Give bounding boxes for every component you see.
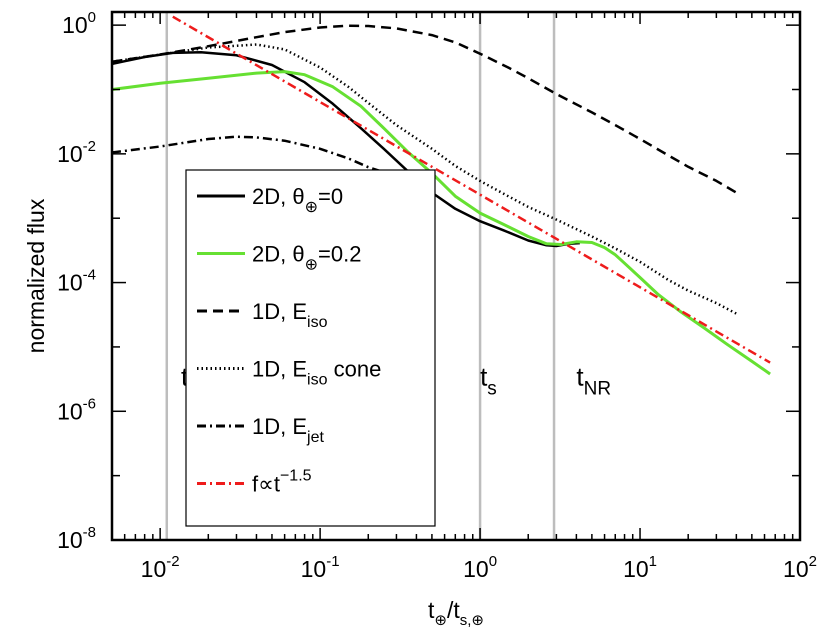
x-tick-label: 10-1 [301,553,340,582]
plot-frame [110,10,802,542]
y-tick-base: 10 [57,398,83,424]
legend-label-tail: cone [327,357,381,382]
legend-label-main: 1D, E [252,414,307,439]
x-tick-base: 10 [463,556,489,582]
y-tick-base: 10 [62,12,88,38]
t-s-label-sub: s [487,379,497,400]
y-tick-exp: 0 [88,9,96,26]
power-law-fit-line [172,15,771,364]
y-tick-label: 10-4 [57,267,96,296]
t-s-label: ts [480,362,497,400]
x-tick-exp: 1 [649,553,657,570]
x-tick-label: 101 [623,553,657,582]
t-NR-label-main: t [576,362,584,392]
x-tick-label: 10-2 [141,553,180,582]
legend-label-main: 1D, E [252,299,307,324]
t-s-label-main: t [480,362,488,392]
legend-label-1D-Ejet: 1D, Ejet [252,414,324,446]
x-tick-exp: 0 [489,553,497,570]
y-tick-label: 10-8 [57,524,96,553]
y-tick-exp: -8 [83,524,96,541]
2D-theta-0.2-line [111,70,771,376]
t-NR-label: tNR [576,362,611,400]
legend-box [185,169,436,527]
series-group [111,15,771,376]
y-tick-exp: -2 [83,138,96,155]
x-axis-label-sub1: ⊕ [434,612,447,629]
x-tick-exp: -1 [326,553,339,570]
legend-label-tail: =0.2 [318,242,361,267]
y-tick-exp: -6 [83,395,96,412]
legend-label-sub: iso [307,314,328,331]
y-tick-label: 10-6 [57,395,96,424]
legend-label-main: 2D, θ [252,242,305,267]
1D-Eiso-line [111,24,737,194]
legend-label-sub: ⊕ [305,257,318,274]
t-NR-label-sub: NR [584,379,611,400]
2D-theta-0-line [111,50,580,248]
x-tick-label: 102 [783,553,817,582]
x-axis-label: t⊕/ts,⊕ [428,597,484,629]
y-tick-base: 10 [57,141,83,167]
y-tick-label: 100 [62,9,96,38]
legend-label-sup: −1.5 [280,468,312,485]
legend-label-main: 1D, E [252,357,307,382]
legend-label-sub: jet [306,429,324,446]
legend-label-1D-Eiso: 1D, Eiso [252,299,328,331]
vertical-markers [165,12,556,540]
x-tick-exp: 2 [809,553,817,570]
t-theta-label-main: t [181,362,189,392]
legend-label-sub: ⊕ [305,199,318,216]
x-tick-base: 10 [141,556,167,582]
legend-label-power-law-fit: f∝t−1.5 [252,468,312,497]
legend-label-tail: =0 [318,184,343,209]
x-tick-base: 10 [301,556,327,582]
y-tick-base: 10 [57,270,83,296]
x-axis-label-main: t [428,597,435,623]
legend-label-2D-theta-0: 2D, θ⊕=0 [252,184,343,216]
x-tick-base: 10 [623,556,649,582]
y-tick-base: 10 [57,527,83,553]
1D-Ejet-line [111,135,433,186]
x-tick-label: 100 [463,553,497,582]
legend-label-main: 2D, θ [252,184,305,209]
legend-label-main: f∝t [252,472,280,497]
y-tick-label: 10-2 [57,138,96,167]
legend-label-sub: iso [307,372,328,389]
legend-label-1D-Eiso-cone: 1D, Eiso cone [252,357,381,389]
legend-label-2D-theta-0.2: 2D, θ⊕=0.2 [252,242,361,274]
x-axis-label-sep: /t [447,597,460,623]
x-axis-label-sub2: s,⊕ [460,612,484,629]
y-tick-exp: -4 [83,267,96,284]
x-tick-base: 10 [783,556,809,582]
x-tick-exp: -2 [166,553,179,570]
y-axis-label: normalized flux [23,198,49,353]
